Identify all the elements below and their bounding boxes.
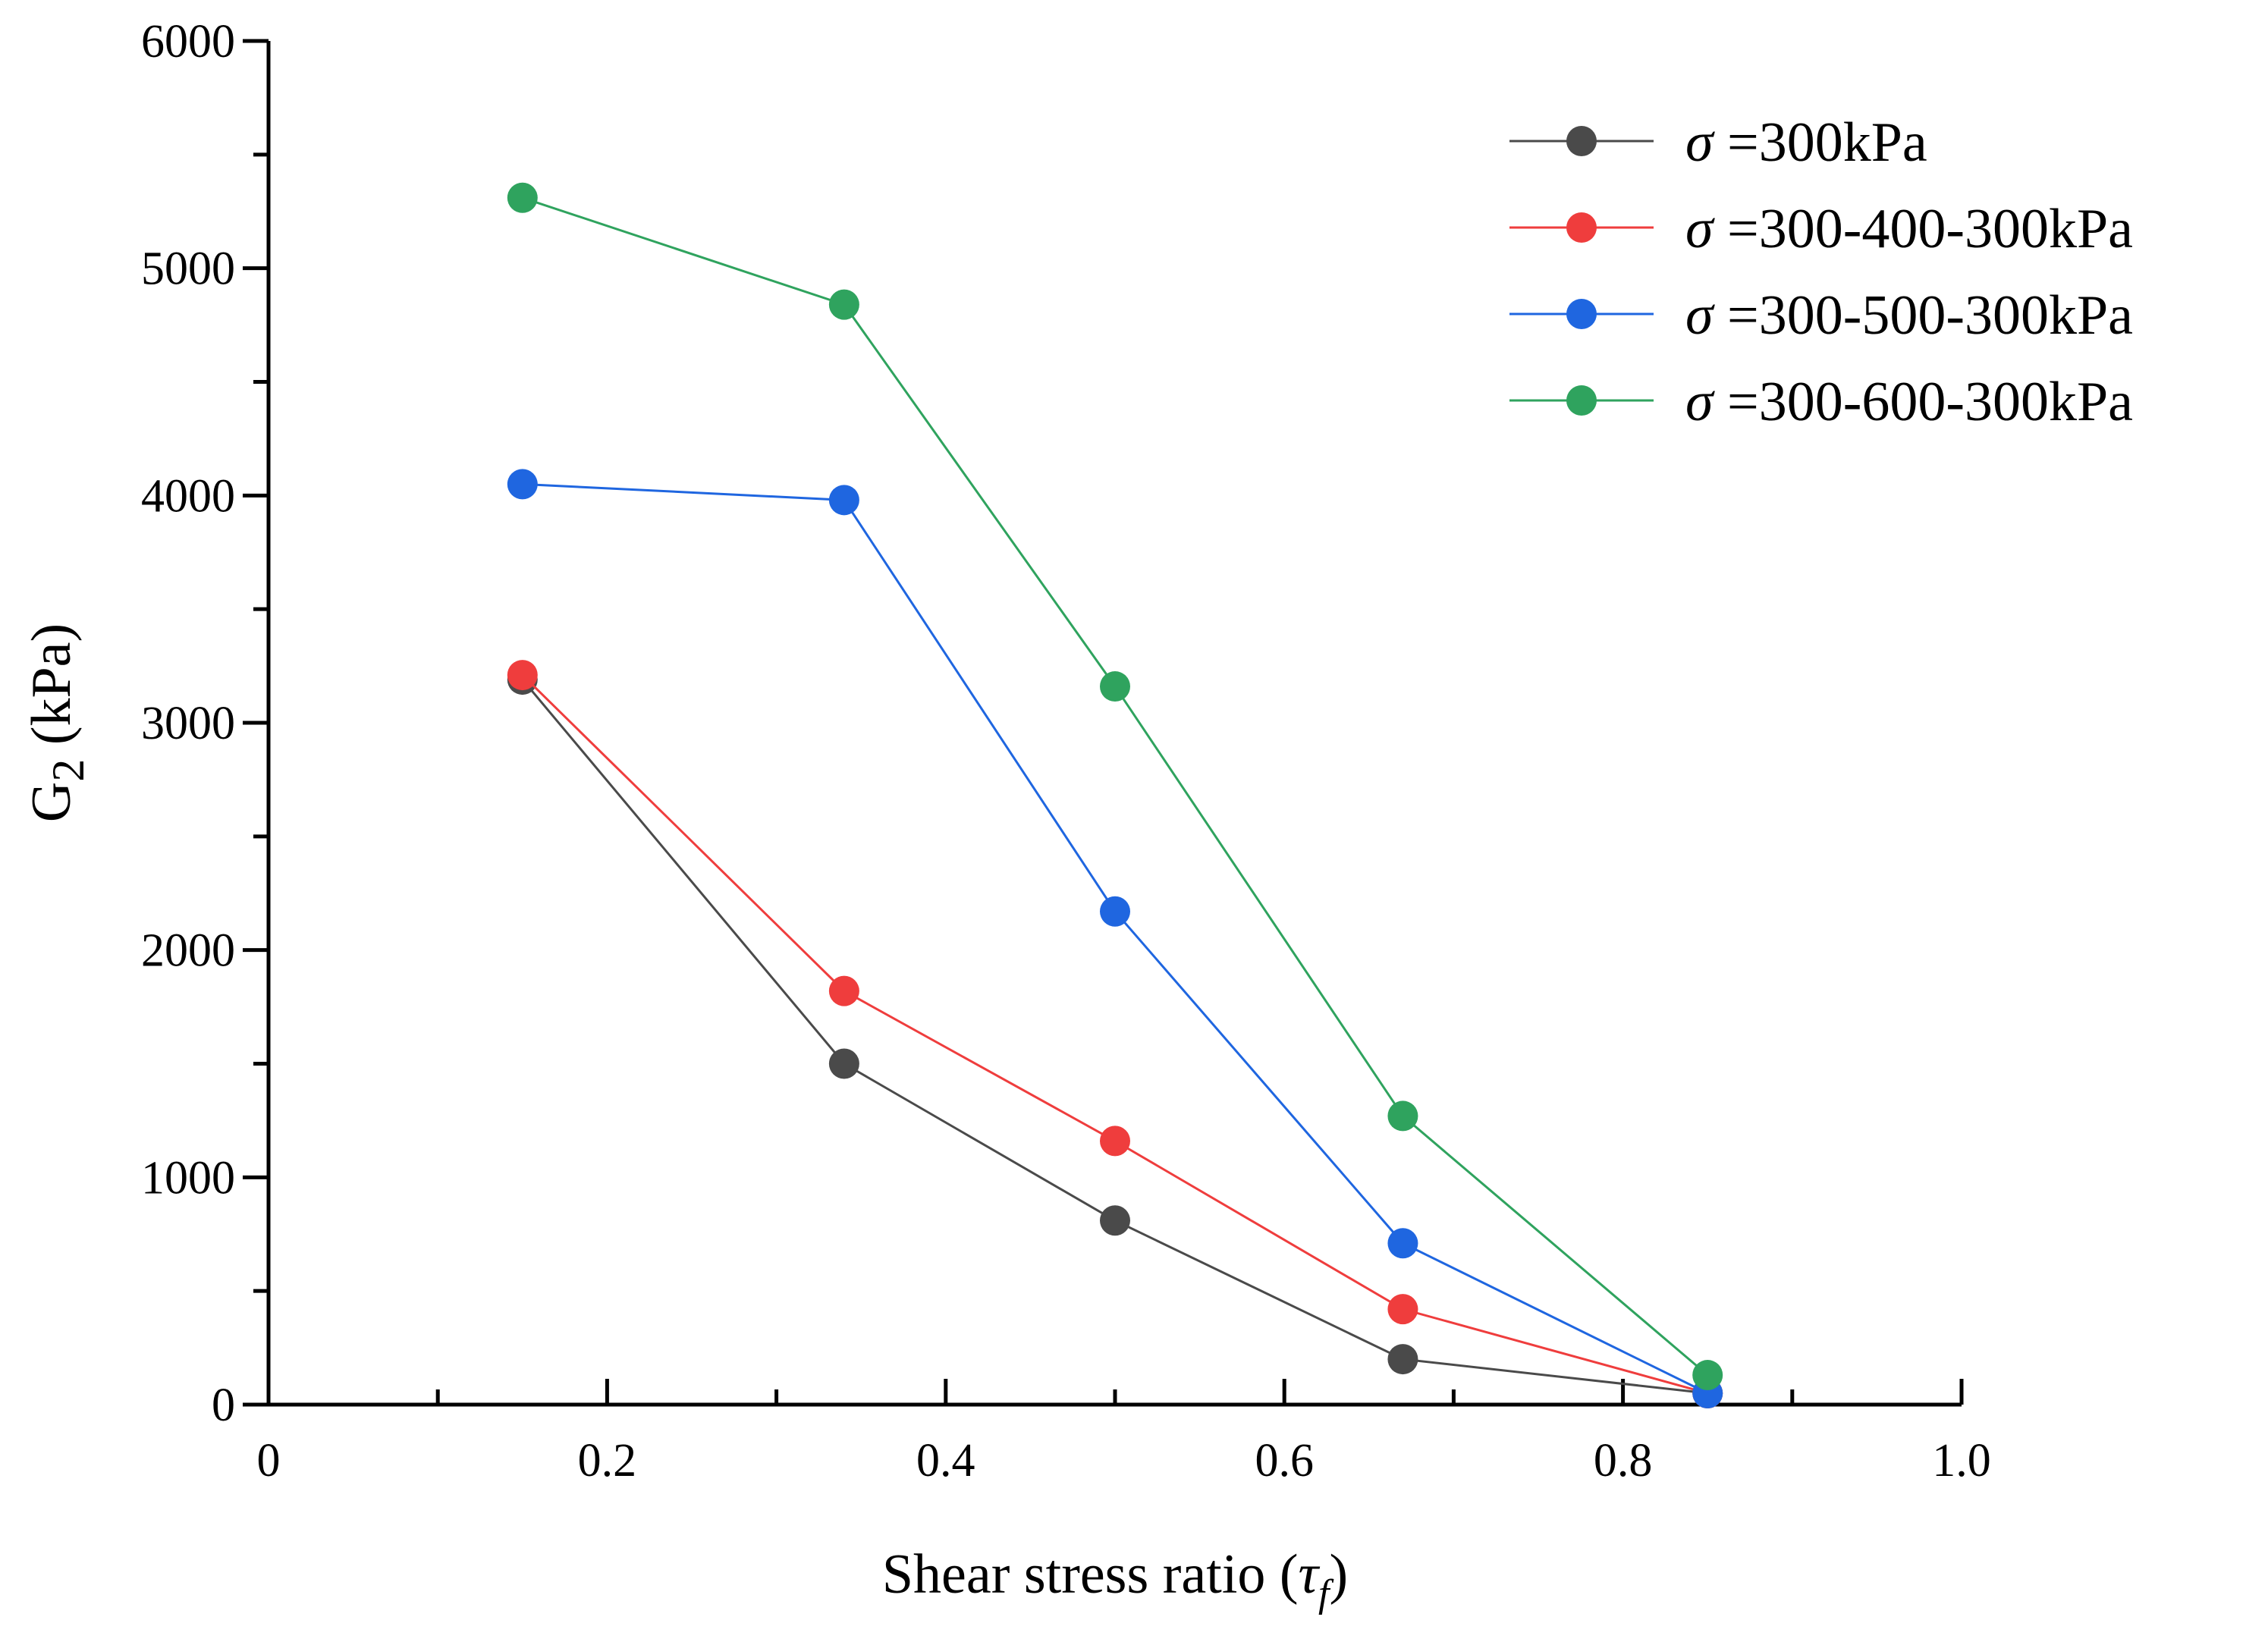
data-point <box>1100 896 1130 927</box>
x-axis-title-close: ) <box>1329 1543 1348 1606</box>
x-tick-label: 0 <box>257 1435 281 1487</box>
series-3 <box>507 469 1723 1409</box>
legend-item: σ =300-400-300kPa <box>1509 198 2133 260</box>
data-point <box>507 182 538 213</box>
data-point <box>1387 1294 1418 1325</box>
series-2 <box>507 660 1723 1409</box>
y-axis-title: G2 (kPa) <box>20 623 93 822</box>
series-line <box>522 196 1709 1377</box>
y-tick-label: 2000 <box>141 925 235 977</box>
legend-marker <box>1566 126 1597 156</box>
legend-label: σ =300-400-300kPa <box>1685 198 2133 260</box>
data-point <box>1100 1126 1130 1157</box>
data-point <box>1387 1100 1418 1132</box>
legend-label: σ =300kPa <box>1685 111 1927 174</box>
data-point <box>828 485 859 516</box>
legend-marker <box>1566 299 1597 329</box>
x-axis-title-symbol: τ <box>1299 1543 1321 1606</box>
series-line <box>521 679 1708 1395</box>
series-line <box>521 673 1708 1395</box>
y-axis-title-subscript: 2 <box>43 759 93 782</box>
y-tick-label: 0 <box>212 1380 235 1431</box>
legend: σ =300kPa σ =300-400-300kPa σ =300-500-300… <box>1509 111 2133 433</box>
legend-marker <box>1566 385 1597 416</box>
y-tick-label: 5000 <box>141 243 235 295</box>
legend-label: σ =300-500-300kPa <box>1685 284 2133 347</box>
data-point <box>1100 671 1130 702</box>
y-axis-title-text: G <box>20 782 83 822</box>
x-tick-label: 0.2 <box>578 1435 637 1487</box>
y-tick-label: 1000 <box>141 1152 235 1204</box>
x-tick-label: 0.8 <box>1594 1435 1653 1487</box>
y-tick-label: 4000 <box>141 470 235 522</box>
x-tick-label: 0.4 <box>916 1435 975 1487</box>
data-point <box>1387 1228 1418 1259</box>
y-tick-label: 6000 <box>141 16 235 68</box>
series-1 <box>507 664 1723 1409</box>
legend-label: σ =300-600-300kPa <box>1685 371 2133 433</box>
data-point <box>828 975 859 1006</box>
data-point <box>507 660 538 691</box>
x-tick-label: 1.0 <box>1932 1435 1991 1487</box>
data-point <box>828 1048 859 1079</box>
x-axis-title-text: Shear stress ratio ( <box>882 1543 1299 1606</box>
legend-marker <box>1566 212 1597 243</box>
data-point <box>1387 1344 1418 1375</box>
data-point <box>828 289 859 320</box>
data-point <box>1100 1205 1130 1236</box>
data-point <box>507 469 538 500</box>
y-tick-label: 3000 <box>141 698 235 749</box>
y-axis-title-unit: (kPa) <box>20 623 83 759</box>
x-tick-label: 0.6 <box>1255 1435 1314 1487</box>
ticks: 0 1000 2000 3000 4000 5000 6000 0 0.2 0.4 0.6 0.8 1.… <box>141 16 1991 1487</box>
legend-item: σ =300-500-300kPa <box>1509 284 2133 347</box>
x-axis-title: Shear stress ratio (τf) <box>882 1543 1348 1615</box>
series-4 <box>507 182 1723 1391</box>
legend-item: σ =300-600-300kPa <box>1509 371 2133 433</box>
data-point <box>1692 1360 1723 1391</box>
legend-item: σ =300kPa <box>1509 111 1927 174</box>
series-lines <box>507 182 1723 1409</box>
series-line <box>522 482 1708 1395</box>
